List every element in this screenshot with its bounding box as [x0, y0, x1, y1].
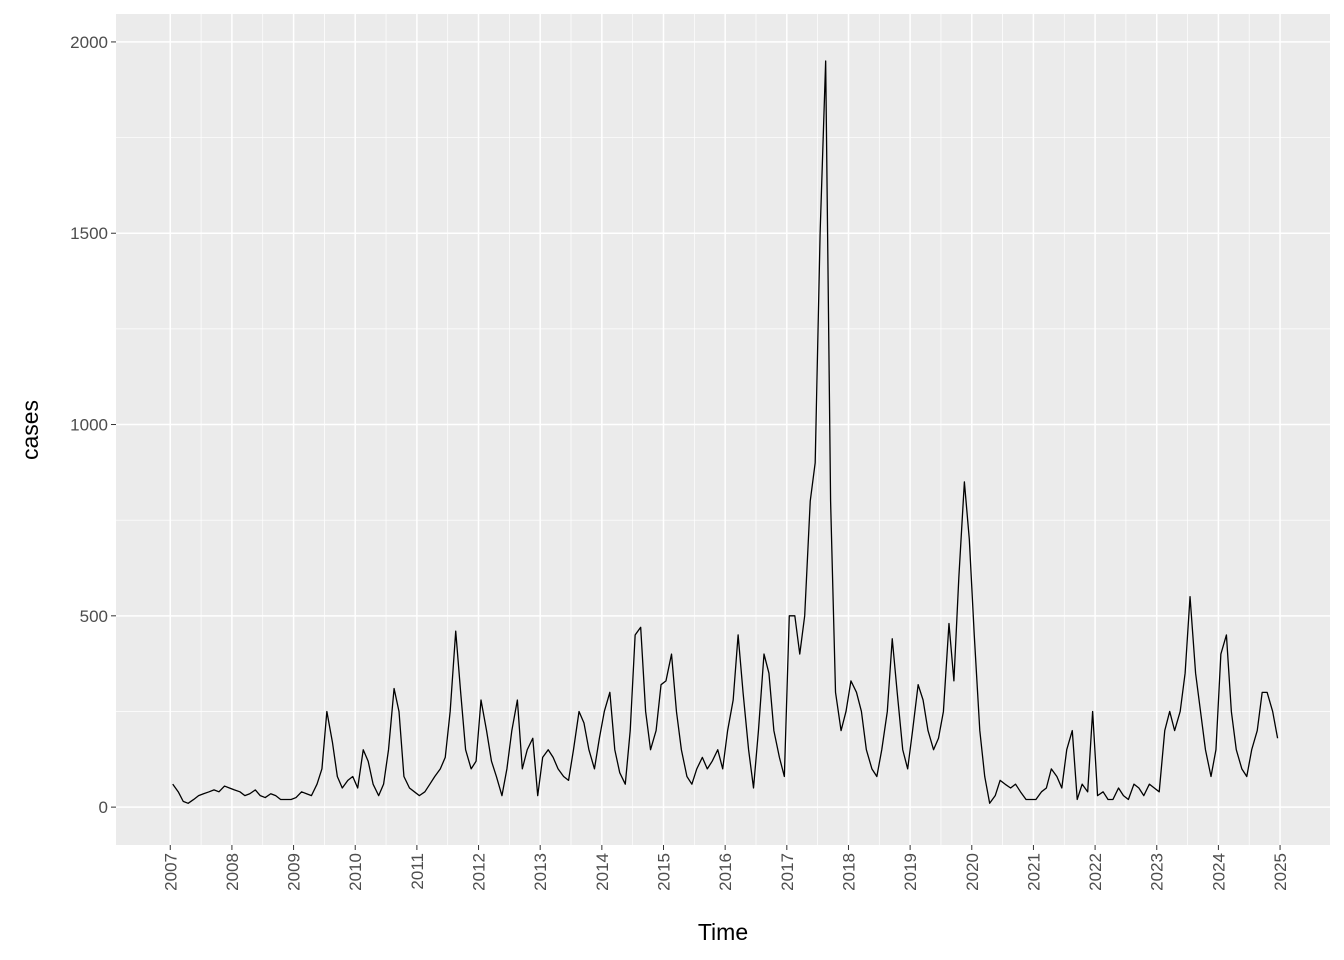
y-tick-label: 1500: [70, 224, 108, 243]
x-tick-label: 2017: [778, 853, 797, 891]
panel-background: [116, 14, 1330, 845]
x-tick-label: 2019: [901, 853, 920, 891]
x-tick-label: 2020: [963, 853, 982, 891]
x-axis-title: Time: [698, 919, 748, 945]
data-line: [172, 60, 1279, 804]
x-tick-label: 2022: [1086, 853, 1105, 891]
x-tick-label: 2016: [716, 853, 735, 891]
x-tick-label: 2023: [1148, 853, 1167, 891]
y-tick-label: 500: [80, 607, 108, 626]
y-axis-title: cases: [17, 400, 43, 460]
y-tick-label: 1000: [70, 416, 108, 435]
x-tick-label: 2025: [1271, 853, 1290, 891]
x-tick-label: 2009: [285, 853, 304, 891]
x-tick-label: 2008: [223, 853, 242, 891]
y-tick-label: 0: [99, 798, 108, 817]
x-tick-label: 2010: [346, 853, 365, 891]
x-tick-label: 2013: [531, 853, 550, 891]
x-tick-label: 2007: [161, 853, 180, 891]
x-tick-label: 2014: [593, 853, 612, 891]
x-tick-label: 2011: [408, 853, 427, 890]
x-tick-label: 2021: [1024, 853, 1043, 891]
y-tick-label: 2000: [70, 33, 108, 52]
x-tick-label: 2024: [1209, 853, 1228, 891]
x-tick-label: 2015: [655, 853, 674, 891]
x-tick-label: 2012: [470, 853, 489, 891]
x-tick-label: 2018: [839, 853, 858, 891]
